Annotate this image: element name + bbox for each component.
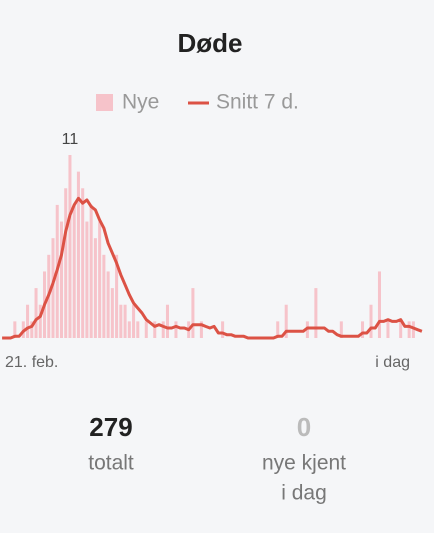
bar bbox=[119, 304, 123, 338]
stat-label: i dag bbox=[281, 482, 327, 505]
bar bbox=[153, 321, 157, 338]
bar bbox=[115, 254, 119, 338]
bar bbox=[136, 321, 140, 338]
x-tick-label: 21. feb. bbox=[5, 354, 58, 371]
bar bbox=[399, 321, 403, 338]
line bbox=[2, 196, 423, 340]
bar bbox=[76, 171, 80, 338]
bar bbox=[106, 271, 110, 338]
bar bbox=[144, 321, 148, 338]
bar bbox=[13, 321, 17, 338]
bar bbox=[102, 254, 106, 338]
legend-swatch bbox=[96, 94, 113, 111]
bar bbox=[26, 304, 30, 338]
bar bbox=[314, 288, 318, 338]
stat-value: 279 bbox=[89, 412, 132, 442]
stat-value: 0 bbox=[297, 412, 311, 442]
bar bbox=[110, 288, 114, 338]
chart-title: Døde bbox=[178, 28, 243, 58]
bar bbox=[221, 321, 225, 338]
x-tick-label: i dag bbox=[375, 354, 410, 371]
bar bbox=[30, 321, 34, 338]
legend-label: Snitt 7 d. bbox=[216, 91, 299, 114]
stat-label: totalt bbox=[88, 452, 134, 475]
bar bbox=[68, 155, 72, 338]
bar bbox=[411, 321, 415, 338]
bar bbox=[132, 304, 136, 338]
bar bbox=[72, 204, 76, 338]
bar bbox=[377, 271, 381, 338]
bar bbox=[284, 304, 288, 338]
bar bbox=[369, 304, 373, 338]
data-label: 11 bbox=[62, 131, 79, 148]
bar bbox=[93, 238, 97, 338]
bar bbox=[161, 321, 165, 338]
bar bbox=[51, 238, 55, 338]
bar bbox=[165, 304, 169, 338]
bar bbox=[64, 188, 68, 338]
bar bbox=[276, 321, 280, 338]
bar bbox=[191, 288, 195, 338]
legend-label: Nye bbox=[122, 91, 159, 114]
bar bbox=[81, 188, 85, 338]
bar bbox=[386, 321, 390, 338]
plot: 11 bbox=[2, 131, 423, 340]
bar bbox=[127, 321, 131, 338]
bar bbox=[199, 321, 203, 338]
stat-label: nye kjent bbox=[262, 452, 346, 475]
bar bbox=[123, 304, 127, 338]
bar bbox=[98, 221, 102, 338]
bar bbox=[361, 321, 365, 338]
bar bbox=[59, 221, 63, 338]
bar bbox=[34, 288, 38, 338]
bar bbox=[85, 221, 89, 338]
bar bbox=[89, 204, 93, 338]
bar bbox=[407, 321, 411, 338]
bar bbox=[174, 321, 178, 338]
bar bbox=[38, 304, 42, 338]
bar bbox=[339, 321, 343, 338]
